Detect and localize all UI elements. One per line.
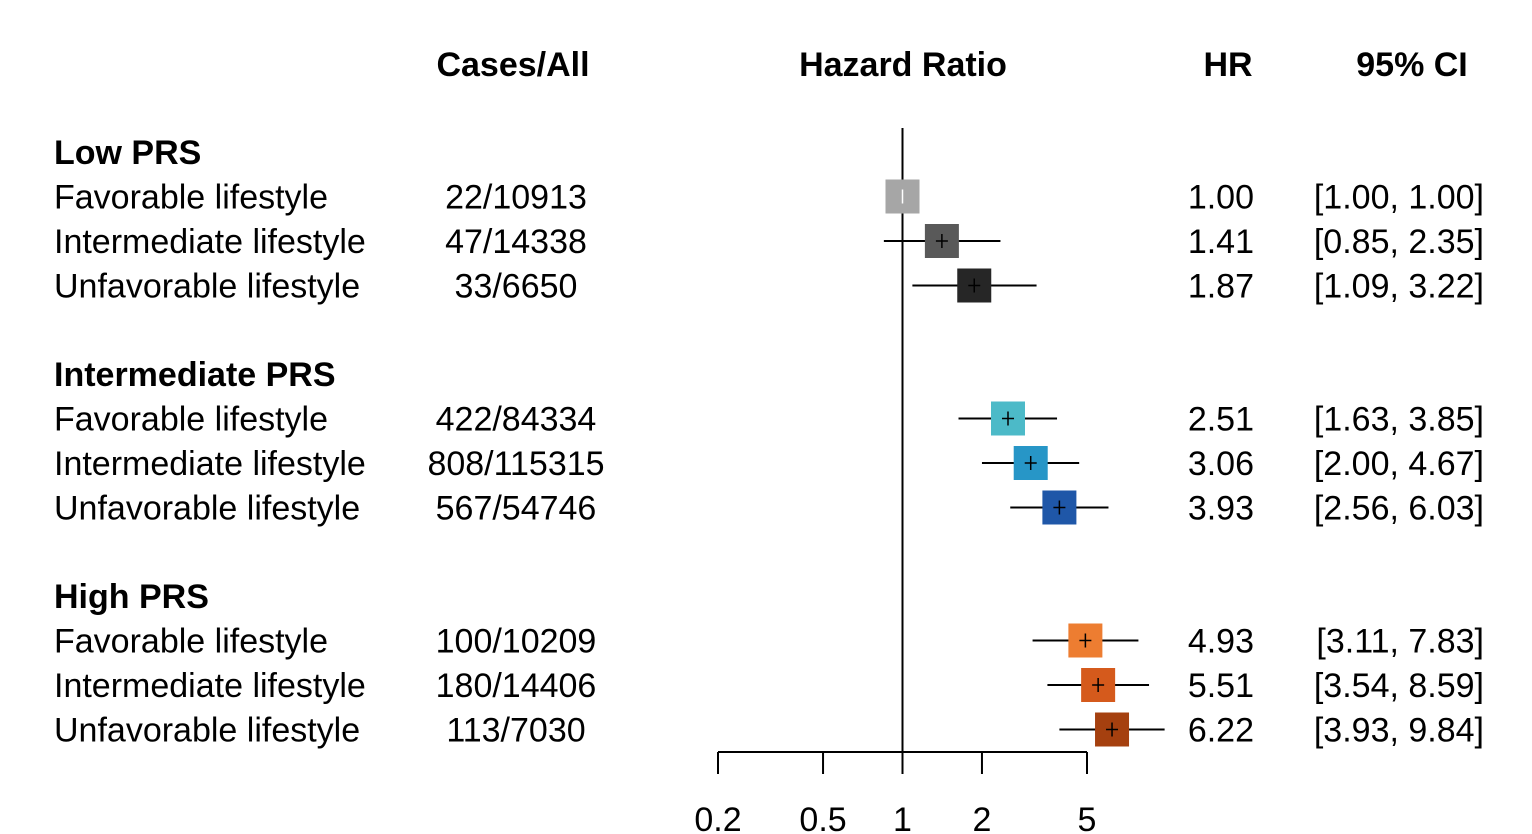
row-label: Intermediate lifestyle [54, 667, 366, 705]
row-hr-value: 3.93 [1188, 490, 1254, 528]
row-label: Intermediate lifestyle [54, 223, 366, 261]
row-cases: 33/6650 [455, 268, 578, 306]
row-label: Unfavorable lifestyle [54, 490, 360, 528]
x-axis-tick-label: 5 [1078, 801, 1097, 834]
row-label: Unfavorable lifestyle [54, 712, 360, 750]
row-cases: 113/7030 [446, 712, 585, 750]
header-hr: HR [1203, 46, 1252, 84]
x-axis-tick-label: 0.5 [799, 801, 846, 834]
row-hr-value: 4.93 [1188, 623, 1254, 661]
row-label: Favorable lifestyle [54, 179, 328, 217]
row-hr-value: 1.87 [1188, 268, 1254, 306]
row-hr-value: 1.00 [1188, 179, 1254, 217]
row-label: Favorable lifestyle [54, 401, 328, 439]
row-ci-value: [1.63, 3.85] [1314, 401, 1484, 439]
header-hazard-ratio: Hazard Ratio [799, 46, 1007, 84]
row-hr-value: 5.51 [1188, 667, 1254, 705]
row-hr-value: 6.22 [1188, 712, 1254, 750]
row-hr-value: 1.41 [1188, 223, 1254, 261]
row-label: Favorable lifestyle [54, 623, 328, 661]
row-label: Intermediate lifestyle [54, 445, 366, 483]
row-hr-value: 2.51 [1188, 401, 1254, 439]
group-title: Intermediate PRS [54, 356, 336, 394]
row-cases: 422/84334 [436, 401, 597, 439]
row-ci-value: [2.00, 4.67] [1314, 445, 1484, 483]
row-cases: 180/14406 [436, 667, 597, 705]
group-title: High PRS [54, 578, 209, 616]
x-axis-tick-label: 1 [893, 801, 912, 834]
row-ci-value: [1.00, 1.00] [1314, 179, 1484, 217]
header-ci: 95% CI [1356, 46, 1468, 84]
row-cases: 22/10913 [445, 179, 587, 217]
row-ci-value: [3.11, 7.83] [1316, 623, 1484, 661]
header-cases: Cases/All [436, 46, 589, 84]
row-cases: 47/14338 [445, 223, 587, 261]
row-ci-value: [3.93, 9.84] [1314, 712, 1484, 750]
row-cases: 808/115315 [427, 445, 604, 483]
x-axis-tick-label: 0.2 [694, 801, 741, 834]
row-cases: 567/54746 [436, 490, 597, 528]
row-label: Unfavorable lifestyle [54, 268, 360, 306]
row-hr-value: 3.06 [1188, 445, 1254, 483]
row-ci-value: [2.56, 6.03] [1314, 490, 1484, 528]
x-axis-tick-label: 2 [972, 801, 991, 834]
row-ci-value: [3.54, 8.59] [1314, 667, 1484, 705]
group-title: Low PRS [54, 134, 201, 172]
row-ci-value: [1.09, 3.22] [1314, 268, 1484, 306]
row-cases: 100/10209 [436, 623, 597, 661]
row-ci-value: [0.85, 2.35] [1314, 223, 1484, 261]
